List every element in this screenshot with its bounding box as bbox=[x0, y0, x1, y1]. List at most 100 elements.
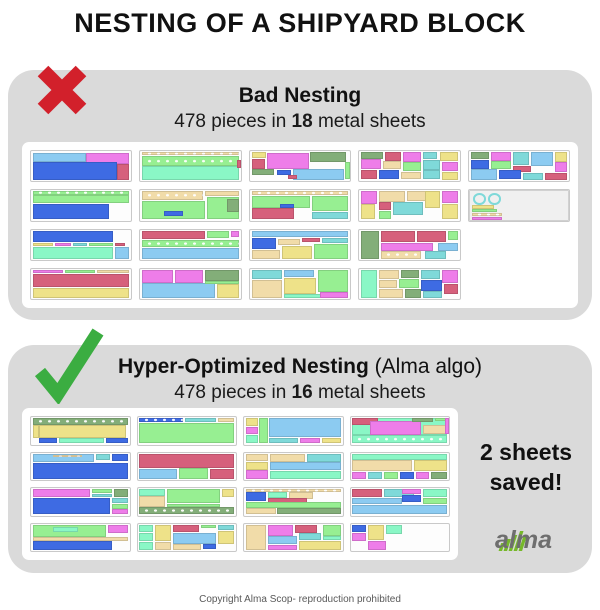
nested-piece bbox=[361, 159, 382, 170]
metal-sheet bbox=[349, 451, 450, 481]
nested-piece bbox=[425, 191, 440, 208]
nested-piece bbox=[38, 425, 126, 438]
nested-piece bbox=[33, 273, 130, 287]
nested-piece bbox=[352, 489, 383, 498]
metal-sheet bbox=[467, 189, 570, 222]
nested-piece bbox=[435, 418, 448, 422]
bad-count-suffix: metal sheets bbox=[312, 111, 426, 133]
metal-sheet bbox=[467, 150, 570, 183]
nested-piece bbox=[245, 488, 341, 492]
nested-piece bbox=[281, 246, 313, 259]
nested-piece bbox=[321, 437, 341, 444]
nested-piece bbox=[352, 460, 412, 472]
metal-sheet bbox=[139, 267, 242, 300]
nested-piece bbox=[403, 152, 422, 162]
nested-piece bbox=[403, 162, 422, 171]
nested-piece bbox=[417, 230, 446, 243]
good-heading-bold: Hyper-Optimized Nesting bbox=[117, 355, 369, 378]
metal-sheet bbox=[136, 451, 237, 481]
nested-piece bbox=[251, 208, 294, 220]
callout-line-1: 2 sheets bbox=[479, 439, 573, 465]
nested-piece bbox=[251, 250, 280, 259]
nested-piece bbox=[167, 503, 221, 507]
nested-piece bbox=[352, 435, 448, 444]
nested-piece bbox=[178, 468, 209, 479]
nested-piece bbox=[32, 489, 91, 498]
nested-piece bbox=[405, 288, 422, 298]
nested-piece bbox=[423, 489, 447, 498]
nested-piece bbox=[267, 536, 298, 545]
nested-piece bbox=[236, 160, 241, 168]
nested-piece bbox=[437, 242, 458, 251]
nested-piece bbox=[245, 453, 268, 462]
nested-piece bbox=[381, 242, 434, 251]
nested-piece bbox=[423, 291, 442, 298]
nested-piece bbox=[277, 508, 341, 515]
nested-piece bbox=[206, 230, 229, 238]
nested-piece bbox=[107, 524, 128, 534]
nested-piece bbox=[33, 191, 130, 195]
nested-piece bbox=[423, 497, 447, 504]
nested-piece bbox=[142, 283, 215, 298]
nested-piece bbox=[251, 158, 265, 169]
nested-piece bbox=[530, 152, 553, 167]
nested-piece bbox=[142, 191, 203, 200]
nested-piece bbox=[322, 237, 349, 243]
nested-piece bbox=[218, 530, 235, 544]
nested-piece bbox=[210, 469, 234, 479]
nested-piece bbox=[204, 191, 239, 197]
nested-piece bbox=[421, 269, 440, 280]
nested-piece bbox=[111, 497, 128, 504]
nested-piece bbox=[245, 470, 268, 479]
nested-piece bbox=[96, 453, 110, 460]
good-panel-header: Hyper-Optimized Nesting (Alma algo) 478 … bbox=[8, 345, 592, 406]
nested-piece bbox=[268, 418, 341, 438]
nested-piece bbox=[32, 462, 128, 479]
nested-piece bbox=[413, 460, 448, 472]
nested-piece bbox=[65, 269, 96, 273]
nested-piece bbox=[115, 247, 130, 259]
nested-piece bbox=[289, 492, 313, 499]
metal-sheet bbox=[30, 416, 131, 446]
nested-piece bbox=[142, 166, 239, 181]
nested-piece bbox=[399, 471, 414, 479]
nested-piece bbox=[295, 524, 317, 533]
metal-sheet bbox=[30, 267, 133, 300]
nested-piece bbox=[471, 212, 502, 216]
x-mark-icon bbox=[32, 60, 92, 120]
nested-piece bbox=[111, 509, 128, 515]
good-sheets-grid bbox=[22, 408, 458, 560]
nested-piece bbox=[352, 471, 367, 479]
nested-piece bbox=[111, 453, 128, 461]
nested-piece bbox=[361, 169, 378, 180]
nested-piece bbox=[423, 152, 438, 160]
nested-piece bbox=[352, 418, 379, 425]
nested-piece bbox=[471, 209, 497, 213]
check-mark-icon bbox=[30, 326, 104, 406]
nested-piece bbox=[226, 199, 239, 213]
nested-piece bbox=[368, 524, 384, 540]
nested-piece bbox=[269, 470, 341, 479]
metal-sheet bbox=[248, 228, 352, 261]
nested-piece bbox=[245, 508, 276, 515]
nested-piece bbox=[139, 532, 154, 542]
nested-piece bbox=[52, 527, 79, 532]
nested-piece bbox=[245, 524, 266, 550]
optimized-nesting-panel: Hyper-Optimized Nesting (Alma algo) 478 … bbox=[8, 328, 592, 573]
nested-piece bbox=[142, 155, 239, 166]
nested-piece bbox=[287, 175, 297, 179]
nested-piece bbox=[512, 165, 531, 173]
nested-piece bbox=[401, 494, 422, 502]
nested-piece bbox=[139, 541, 154, 550]
good-heading: Hyper-Optimized Nesting (Alma algo) bbox=[8, 354, 592, 380]
nested-piece bbox=[142, 269, 173, 283]
nested-piece bbox=[361, 230, 380, 259]
nested-piece bbox=[443, 283, 458, 294]
alma-logo: alma bbox=[493, 525, 559, 558]
savings-column: 2 sheets saved! alma bbox=[464, 408, 588, 560]
metal-sheet bbox=[358, 228, 461, 261]
nested-piece bbox=[352, 497, 402, 505]
nested-piece bbox=[245, 418, 258, 427]
nested-piece bbox=[218, 418, 235, 422]
nested-piece bbox=[471, 205, 494, 209]
